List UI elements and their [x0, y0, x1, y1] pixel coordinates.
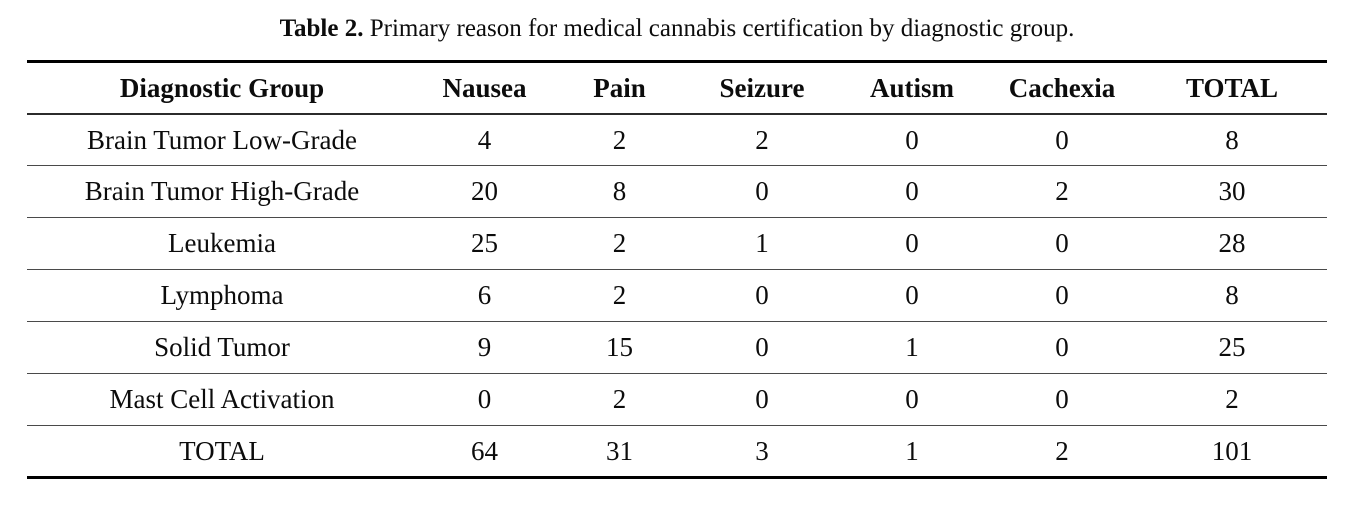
column-header-cachexia: Cachexia: [987, 61, 1137, 115]
cell-autism: 0: [837, 165, 987, 219]
cell-autism: 0: [837, 373, 987, 427]
cell-total: 25: [1137, 321, 1327, 375]
column-header-nausea: Nausea: [417, 61, 552, 115]
cell-total: 2: [1137, 373, 1327, 427]
cell-cachexia: 0: [987, 373, 1137, 427]
cell-nausea: 25: [417, 217, 552, 271]
cell-pain: 15: [552, 321, 687, 375]
table-row-brain-tumor-high-grade: Brain Tumor High-Grade 20 8 0 0 2 30: [27, 165, 1327, 219]
cell-pain: 31: [606, 435, 633, 466]
column-header-autism: Autism: [837, 61, 987, 115]
cell-autism: 0: [837, 217, 987, 271]
row-label: Lymphoma: [27, 269, 417, 323]
table-row-lymphoma: Lymphoma 6 2 0 0 0 8: [27, 269, 1327, 323]
table-header: Diagnostic Group Nausea Pain Seizure Aut…: [27, 61, 1327, 115]
cell-cachexia: 0: [987, 113, 1137, 167]
cell-autism: 0: [837, 113, 987, 167]
cell-pain: 2: [552, 217, 687, 271]
cell-total: 101: [1211, 435, 1253, 466]
table-row-leukemia: Leukemia 25 2 1 0 0 28: [27, 217, 1327, 271]
table-row-total: TOTAL 64 31 3 1 2 101: [27, 426, 1327, 478]
cell-autism: 1: [837, 321, 987, 375]
cell-nausea: 4: [417, 113, 552, 167]
cell-total: 28: [1137, 217, 1327, 271]
cell-pain: 8: [552, 165, 687, 219]
cell-total: 8: [1137, 269, 1327, 323]
cell-total: 8: [1137, 113, 1327, 167]
header-row: Diagnostic Group Nausea Pain Seizure Aut…: [27, 61, 1327, 115]
cell-autism: 0: [837, 269, 987, 323]
table-caption-text: Primary reason for medical cannabis cert…: [363, 15, 1075, 42]
row-label: TOTAL: [179, 435, 265, 466]
cell-seizure: 0: [687, 165, 837, 219]
cell-cachexia: 0: [987, 217, 1137, 271]
cell-seizure: 0: [687, 321, 837, 375]
row-label: Leukemia: [27, 217, 417, 271]
cell-seizure: 1: [687, 217, 837, 271]
table-caption-label: Table 2.: [279, 15, 364, 42]
cell-cachexia: 0: [987, 321, 1137, 375]
cell-nausea: 0: [417, 373, 552, 427]
cell-seizure: 2: [687, 113, 837, 167]
cell-nausea: 9: [417, 321, 552, 375]
cell-pain: 2: [552, 269, 687, 323]
cell-seizure: 3: [755, 435, 769, 466]
cell-seizure: 0: [687, 269, 837, 323]
column-header-total: TOTAL: [1137, 61, 1327, 115]
cell-cachexia: 0: [987, 269, 1137, 323]
row-label: Solid Tumor: [27, 321, 417, 375]
cell-nausea: 6: [417, 269, 552, 323]
table-body: Brain Tumor Low-Grade 4 2 2 0 0 8 Brain …: [27, 113, 1327, 478]
row-label: Mast Cell Activation: [27, 373, 417, 427]
row-label: Brain Tumor Low-Grade: [27, 113, 417, 167]
cell-pain: 2: [552, 373, 687, 427]
table-row-solid-tumor: Solid Tumor 9 15 0 1 0 25: [27, 321, 1327, 375]
cell-nausea: 64: [471, 435, 498, 466]
cell-total: 30: [1137, 165, 1327, 219]
cell-pain: 2: [552, 113, 687, 167]
cell-cachexia: 2: [1055, 435, 1069, 466]
table-row-mast-cell-activation: Mast Cell Activation 0 2 0 0 0 2: [27, 373, 1327, 427]
table-caption: Table 2. Primary reason for medical cann…: [0, 13, 1354, 44]
cell-seizure: 0: [687, 373, 837, 427]
cell-autism: 1: [905, 435, 919, 466]
table-row-brain-tumor-low-grade: Brain Tumor Low-Grade 4 2 2 0 0 8: [27, 113, 1327, 167]
column-header-diagnostic-group: Diagnostic Group: [27, 61, 417, 115]
table-2: Diagnostic Group Nausea Pain Seizure Aut…: [27, 60, 1327, 480]
row-label: Brain Tumor High-Grade: [27, 165, 417, 219]
cell-nausea: 20: [417, 165, 552, 219]
cell-cachexia: 2: [987, 165, 1137, 219]
column-header-pain: Pain: [552, 61, 687, 115]
column-header-seizure: Seizure: [687, 61, 837, 115]
